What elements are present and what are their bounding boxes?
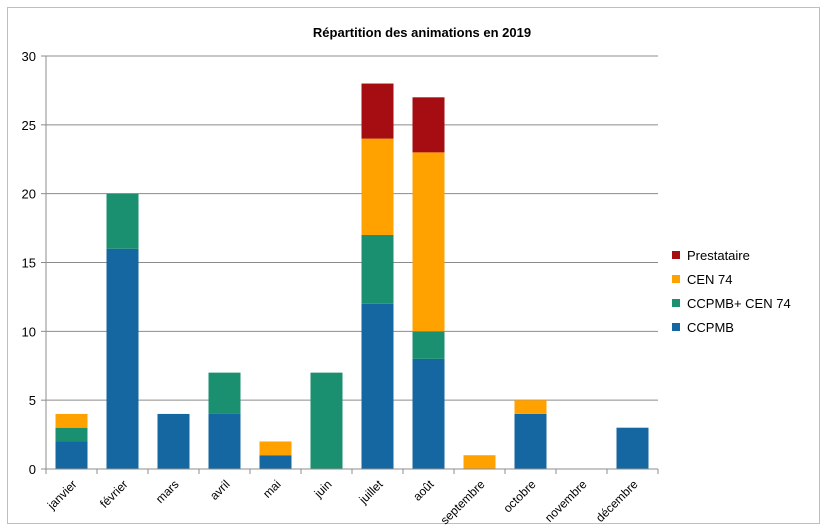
- x-tick-label: janvier: [44, 477, 80, 513]
- bar-segment: [463, 455, 496, 469]
- bar-segment: [616, 427, 649, 469]
- bar-segment: [361, 138, 394, 235]
- y-tick-label: 30: [22, 49, 36, 64]
- bar-segment: [106, 248, 139, 469]
- y-tick-label: 0: [29, 462, 36, 477]
- legend-label: CCPMB: [687, 320, 734, 335]
- x-tick-label: septembre: [438, 477, 488, 527]
- bar-segment: [514, 413, 547, 469]
- bar-segment: [55, 413, 88, 428]
- legend-swatch: [672, 323, 680, 331]
- x-tick-label: mars: [153, 477, 182, 506]
- chart-title: Répartition des animations en 2019: [313, 25, 531, 40]
- y-tick-label: 20: [22, 187, 36, 202]
- bar-segment: [55, 427, 88, 442]
- y-tick-label: 5: [29, 393, 36, 408]
- bar-segment: [259, 441, 292, 456]
- legend-label: Prestataire: [687, 248, 750, 263]
- legend-swatch: [672, 275, 680, 283]
- bar-segment: [55, 441, 88, 469]
- x-tick-label: avril: [207, 477, 232, 502]
- legend-swatch: [672, 251, 680, 259]
- bar-segment: [412, 97, 445, 153]
- y-tick-label: 15: [22, 256, 36, 271]
- bar-segment: [361, 303, 394, 469]
- x-tick-label: février: [97, 477, 130, 510]
- bar-segment: [412, 331, 445, 359]
- x-tick-label: octobre: [500, 477, 538, 515]
- x-tick-label: août: [410, 477, 437, 504]
- x-tick-label: juillet: [356, 477, 386, 507]
- y-tick-label: 25: [22, 118, 36, 133]
- bar-segment: [106, 193, 139, 249]
- bars: [55, 83, 649, 469]
- bar-segment: [412, 152, 445, 332]
- bar-segment: [514, 400, 547, 414]
- bar-segment: [310, 372, 343, 469]
- bar-segment: [361, 83, 394, 139]
- legend-label: CEN 74: [687, 272, 733, 287]
- x-tick-label: décembre: [593, 477, 641, 525]
- bar-segment: [157, 413, 190, 469]
- legend: Prestataire CEN 74 CCPMB+ CEN 74 CCPMB: [672, 248, 791, 335]
- x-tick-label: novembre: [542, 477, 590, 525]
- gridlines: [46, 55, 658, 401]
- bar-segment: [361, 234, 394, 304]
- bar-segment: [208, 413, 241, 469]
- x-tick-label: mai: [260, 477, 284, 501]
- y-tick-label: 10: [22, 324, 36, 339]
- bar-segment: [412, 358, 445, 469]
- bar-segment: [208, 372, 241, 414]
- bar-segment: [259, 455, 292, 469]
- x-tick-label: juin: [311, 477, 335, 501]
- legend-swatch: [672, 299, 680, 307]
- legend-label: CCPMB+ CEN 74: [687, 296, 791, 311]
